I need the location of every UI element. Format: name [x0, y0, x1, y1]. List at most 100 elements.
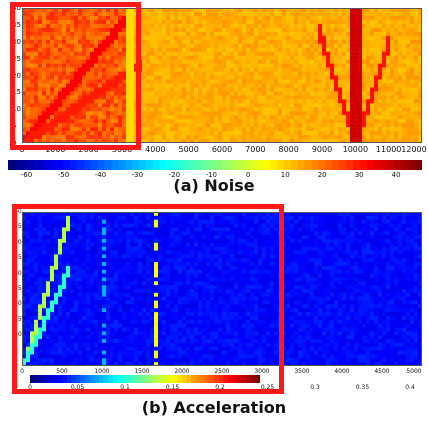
noise-cell	[310, 131, 315, 136]
noise-cell	[214, 131, 219, 136]
acceleration-cell	[230, 265, 235, 270]
noise-cell	[310, 47, 315, 52]
noise-cell	[222, 99, 227, 104]
noise-cell	[142, 79, 147, 84]
noise-cell	[122, 8, 127, 13]
acceleration-cell	[174, 223, 179, 228]
noise-cell	[210, 15, 215, 21]
noise-cell	[354, 51, 359, 56]
acceleration-cell	[346, 219, 351, 224]
noise-cell	[406, 19, 411, 25]
noise-x-tick: 11000	[375, 145, 402, 154]
noise-cell	[254, 103, 259, 108]
acceleration-cell	[166, 265, 171, 270]
noise-spectrogram	[22, 8, 422, 143]
noise-cell	[66, 51, 71, 56]
noise-cell	[406, 39, 411, 44]
noise-cell	[206, 127, 211, 132]
noise-cell	[46, 115, 51, 120]
noise-cell	[34, 19, 39, 25]
acceleration-cell	[394, 242, 399, 247]
noise-cell	[142, 91, 147, 96]
noise-cell	[118, 71, 123, 76]
noise-cell	[26, 59, 31, 64]
noise-cell	[74, 111, 79, 116]
noise-cell	[222, 67, 227, 72]
noise-cell	[354, 39, 359, 44]
acceleration-cell	[398, 265, 403, 270]
noise-cell	[274, 103, 279, 108]
noise-cell	[170, 43, 175, 48]
acceleration-cell	[150, 227, 155, 232]
noise-cell	[338, 19, 343, 25]
noise-cell	[46, 111, 51, 116]
noise-cell	[106, 111, 111, 116]
noise-cell	[150, 111, 155, 116]
acceleration-cell	[198, 254, 203, 259]
noise-cell	[178, 91, 183, 96]
acceleration-cell	[50, 242, 55, 247]
acceleration-cell	[310, 265, 315, 270]
noise-cell	[402, 31, 407, 36]
acceleration-cell	[186, 246, 191, 251]
noise-cell	[318, 103, 323, 108]
noise-cell	[54, 39, 59, 44]
noise-cell	[326, 75, 331, 80]
acceleration-cell	[202, 265, 207, 270]
noise-cell	[62, 11, 67, 17]
acceleration-cell	[318, 238, 323, 243]
noise-cell	[194, 75, 199, 80]
noise-cell	[222, 103, 227, 108]
acceleration-cell	[326, 254, 331, 259]
noise-cell	[190, 75, 195, 80]
noise-cell	[142, 47, 147, 52]
acceleration-cell	[402, 242, 407, 247]
noise-cell	[230, 8, 235, 13]
noise-cell	[342, 115, 347, 120]
acceleration-cell	[138, 223, 143, 228]
noise-cell	[354, 111, 359, 116]
noise-cell	[294, 19, 299, 25]
noise-cell	[314, 55, 319, 60]
noise-cell	[270, 87, 275, 92]
acceleration-cell	[66, 246, 71, 251]
noise-cell	[90, 87, 95, 92]
noise-cell	[246, 55, 251, 60]
acceleration-cell	[74, 219, 79, 224]
noise-cell	[262, 35, 267, 40]
acceleration-cell	[146, 212, 151, 217]
acceleration-cell	[338, 238, 343, 243]
noise-cell	[62, 131, 67, 136]
noise-cell	[178, 19, 183, 25]
noise-cell	[90, 67, 95, 72]
noise-cell	[54, 139, 59, 143]
acceleration-cell	[30, 212, 35, 217]
noise-cell	[394, 111, 399, 116]
noise-cell	[34, 107, 39, 112]
acceleration-cell	[230, 269, 235, 274]
noise-cell	[222, 111, 227, 116]
acceleration-cell	[78, 269, 83, 274]
acceleration-cell	[26, 258, 31, 263]
acceleration-cell	[166, 254, 171, 259]
noise-cell	[318, 131, 323, 136]
noise-cell	[122, 31, 127, 36]
acceleration-cell	[210, 212, 215, 217]
noise-cell	[126, 67, 131, 72]
noise-cell	[354, 71, 359, 76]
noise-cell	[330, 19, 335, 25]
noise-cell	[70, 99, 75, 104]
noise-cell	[406, 115, 411, 120]
acceleration-cell	[58, 223, 63, 228]
noise-cell	[382, 31, 387, 36]
noise-cell	[274, 107, 279, 112]
noise-cell	[314, 139, 319, 143]
acceleration-cell	[402, 223, 407, 228]
acceleration-cell	[374, 258, 379, 263]
noise-cell	[314, 19, 319, 25]
acceleration-cell	[54, 223, 59, 228]
noise-cell	[386, 139, 391, 143]
noise-cell	[362, 111, 367, 116]
acceleration-cell	[346, 231, 351, 236]
noise-cell	[282, 15, 287, 21]
